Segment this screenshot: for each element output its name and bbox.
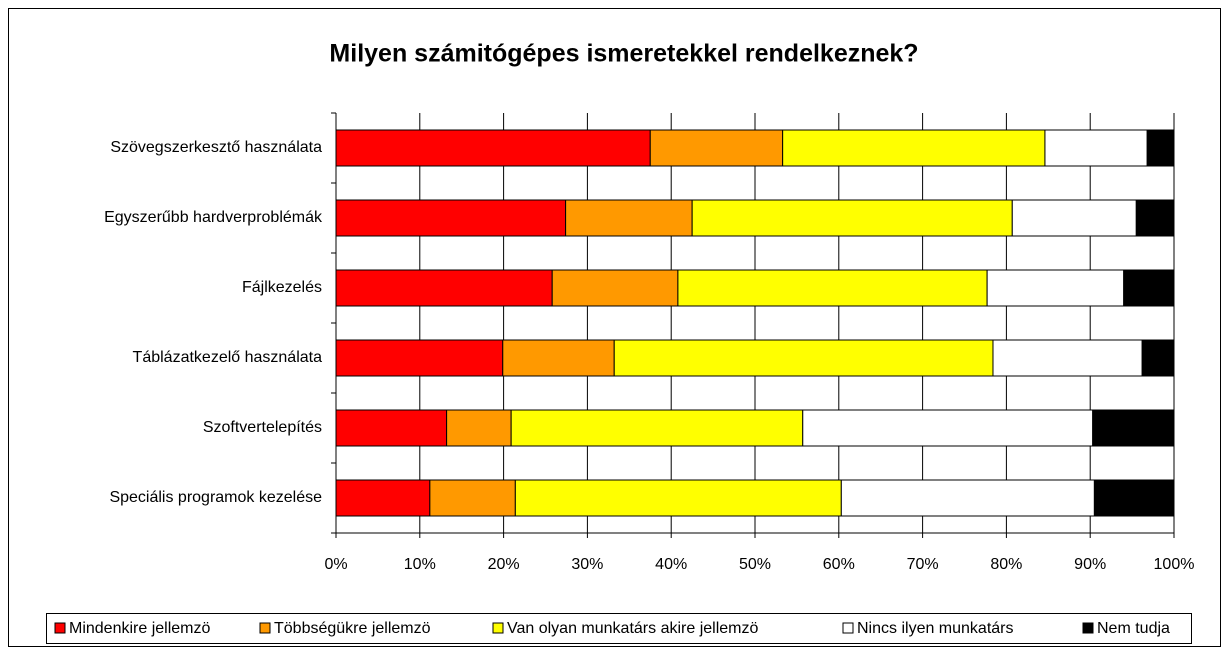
x-tick-label: 100% bbox=[1154, 556, 1195, 573]
y-tick-label: Szövegszerkesztő használata bbox=[110, 139, 322, 156]
bar-segment bbox=[514, 479, 842, 517]
legend-box bbox=[46, 613, 1192, 644]
bar-segment bbox=[1044, 129, 1148, 167]
x-tick-label: 50% bbox=[739, 556, 771, 573]
bar-segment bbox=[335, 269, 553, 307]
x-tick-label: 40% bbox=[655, 556, 687, 573]
y-tick-label: Táblázatkezelő használata bbox=[133, 349, 323, 366]
legend-label: Nincs ilyen munkatárs bbox=[857, 620, 1014, 637]
bar-segment bbox=[335, 199, 567, 237]
bar-segment bbox=[986, 269, 1125, 307]
bar-segment bbox=[1092, 409, 1175, 447]
x-tick-label: 60% bbox=[823, 556, 855, 573]
legend-label: Többségükre jellemzö bbox=[274, 620, 431, 637]
bar-segment bbox=[677, 269, 988, 307]
x-tick-label: 30% bbox=[571, 556, 603, 573]
bar-segment bbox=[335, 409, 448, 447]
bar-segment bbox=[565, 199, 693, 237]
y-tick-label: Speciális programok kezelése bbox=[109, 489, 322, 506]
bar-segment bbox=[551, 269, 679, 307]
bar-segment bbox=[992, 339, 1143, 377]
bar-segment bbox=[691, 199, 1013, 237]
bar-segment bbox=[782, 129, 1046, 167]
y-tick-label: Szoftvertelepítés bbox=[203, 419, 322, 436]
bar-segment bbox=[802, 409, 1094, 447]
bar-segment bbox=[613, 339, 994, 377]
legend-label: Van olyan munkatárs akire jellemzö bbox=[507, 620, 758, 637]
bar-segment bbox=[502, 339, 615, 377]
x-tick-label: 0% bbox=[324, 556, 347, 573]
bar-segment bbox=[335, 339, 504, 377]
legend-swatch bbox=[842, 622, 854, 634]
legend-label: Mindenkire jellemzö bbox=[69, 620, 210, 637]
legend-swatch bbox=[54, 622, 66, 634]
legend-label: Nem tudja bbox=[1097, 620, 1170, 637]
bar-segment bbox=[649, 129, 784, 167]
legend-swatch bbox=[492, 622, 504, 634]
bar-segment bbox=[510, 409, 804, 447]
bar-segment bbox=[1123, 269, 1175, 307]
bar-segment bbox=[840, 479, 1095, 517]
x-tick-label: 20% bbox=[488, 556, 520, 573]
bar-segment bbox=[1011, 199, 1137, 237]
bar-segment bbox=[446, 409, 512, 447]
y-tick-label: Fájlkezelés bbox=[242, 279, 322, 296]
bar-segment bbox=[1146, 129, 1175, 167]
x-tick-label: 80% bbox=[990, 556, 1022, 573]
legend-swatch bbox=[259, 622, 271, 634]
bar-segment bbox=[335, 479, 431, 517]
chart-title: Milyen számitógépes ismeretekkel rendelk… bbox=[329, 40, 918, 68]
y-tick-label: Egyszerűbb hardverproblémák bbox=[104, 209, 323, 226]
bar-segment bbox=[1141, 339, 1175, 377]
x-tick-label: 70% bbox=[907, 556, 939, 573]
legend-swatch bbox=[1082, 622, 1094, 634]
x-tick-label: 10% bbox=[404, 556, 436, 573]
bar-segment bbox=[1093, 479, 1175, 517]
bar-segment bbox=[1135, 199, 1175, 237]
bar-segment bbox=[429, 479, 516, 517]
bar-segment bbox=[335, 129, 651, 167]
x-tick-label: 90% bbox=[1074, 556, 1106, 573]
